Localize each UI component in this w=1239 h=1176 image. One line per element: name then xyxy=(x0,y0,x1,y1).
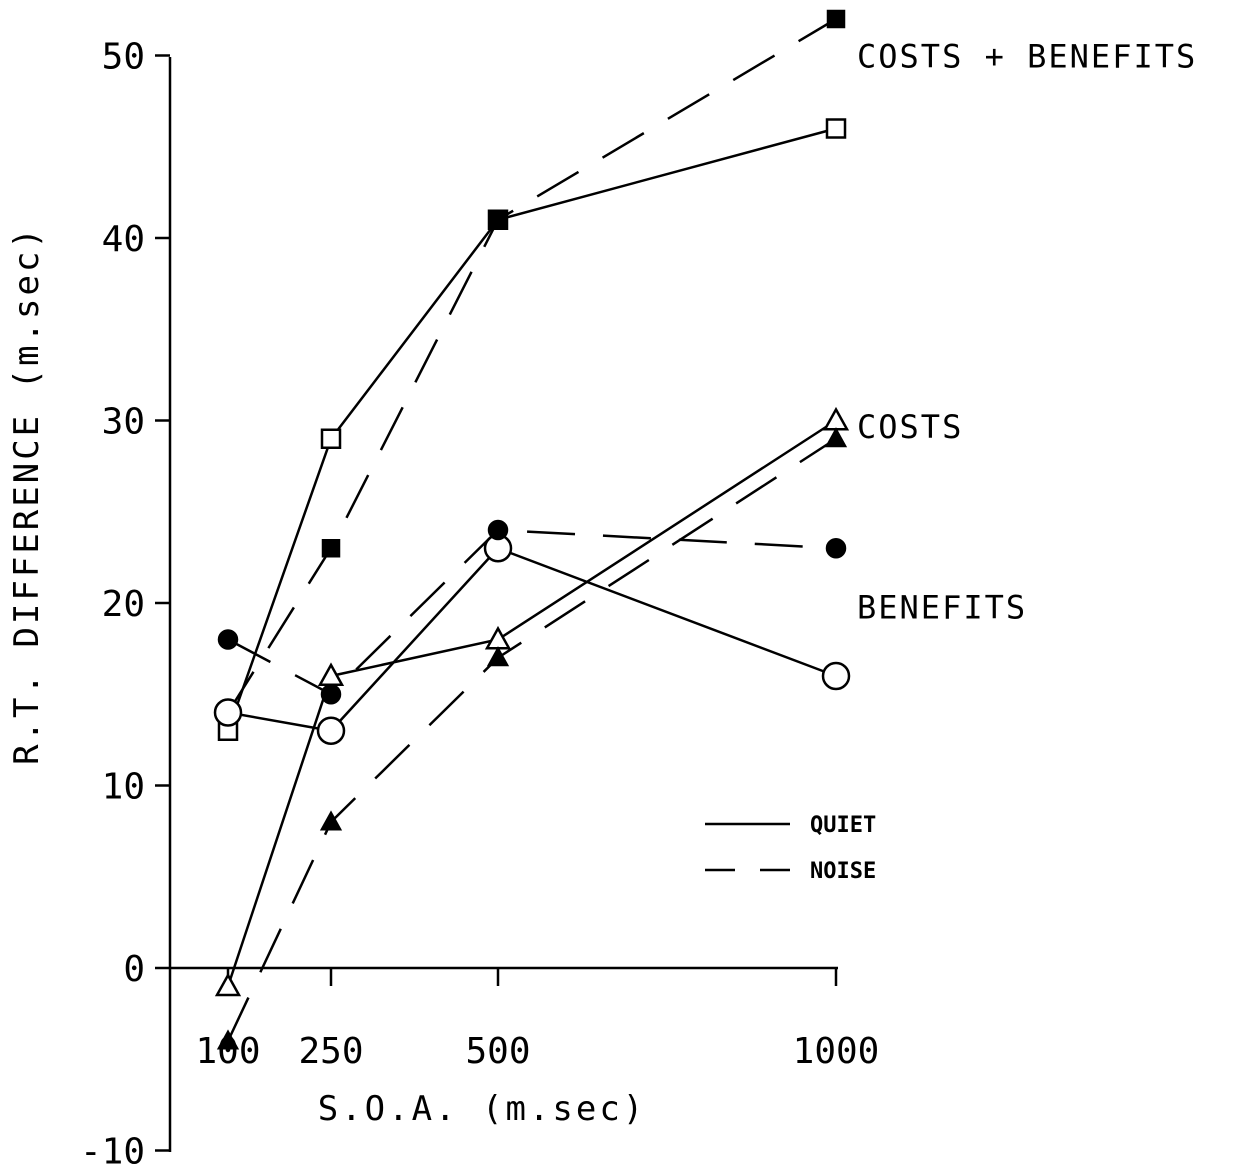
triangle-marker xyxy=(484,625,512,650)
y-axis-title: R.T. DIFFERENCE (m.sec) xyxy=(7,225,47,765)
series-markers xyxy=(213,9,851,1050)
series-line xyxy=(227,528,837,696)
square-marker xyxy=(321,539,341,558)
series-group-label: COSTS + BENEFITS xyxy=(857,38,1197,76)
circle-marker xyxy=(487,519,509,541)
series-line xyxy=(226,419,837,987)
series-lines xyxy=(226,17,837,1042)
circle-marker xyxy=(825,538,847,559)
triangle-marker xyxy=(822,406,850,431)
circle-marker xyxy=(316,716,346,745)
series-group-label: BENEFITS xyxy=(857,589,1027,627)
series-line xyxy=(226,17,837,714)
square-marker xyxy=(320,428,342,449)
series-line xyxy=(226,127,837,732)
x-tick-label: 500 xyxy=(465,1031,530,1072)
circle-marker xyxy=(821,661,851,691)
series-line xyxy=(227,546,837,733)
x-tick-label: 250 xyxy=(298,1031,363,1072)
circle-marker xyxy=(217,629,239,650)
triangle-marker xyxy=(486,646,510,667)
x-tick-label: 1000 xyxy=(793,1031,880,1072)
triangle-marker xyxy=(214,972,242,997)
triangle-marker xyxy=(319,810,343,831)
triangle-marker xyxy=(216,1029,240,1050)
y-tick-label: 10 xyxy=(102,767,145,808)
legend-quiet-label: QUIET xyxy=(810,813,876,838)
circle-marker xyxy=(213,698,243,727)
square-marker xyxy=(826,9,846,29)
y-tick-label: 20 xyxy=(102,584,145,625)
series-labels: COSTS + BENEFITS COSTS BENEFITS xyxy=(857,38,1197,627)
x-axis-title: S.O.A. (m.sec) xyxy=(318,1089,647,1129)
square-marker xyxy=(488,210,508,229)
series-group-label: COSTS xyxy=(857,408,963,446)
legend-noise-label: NOISE xyxy=(810,859,876,884)
y-tick-label: 50 xyxy=(102,37,145,78)
legend: QUIET NOISE xyxy=(705,813,876,884)
y-tick-label: 30 xyxy=(102,402,145,443)
y-tick-label: 0 xyxy=(123,949,145,990)
circle-marker xyxy=(320,684,342,705)
series-line xyxy=(226,437,837,1042)
square-marker xyxy=(825,118,847,139)
triangle-marker xyxy=(824,427,848,448)
y-tick-label: -10 xyxy=(80,1132,145,1173)
y-tick-label: 40 xyxy=(102,219,145,260)
